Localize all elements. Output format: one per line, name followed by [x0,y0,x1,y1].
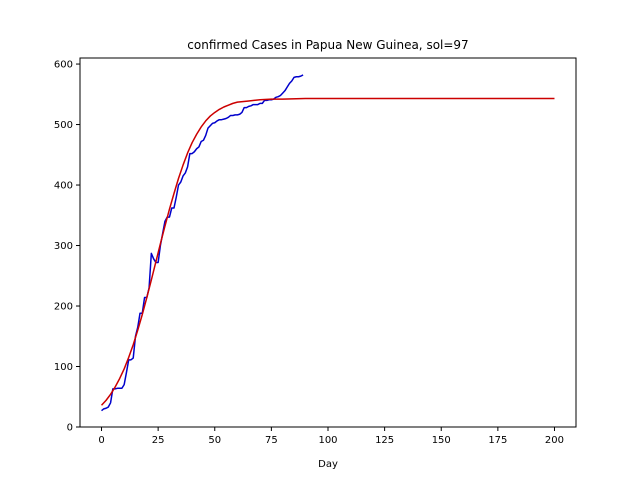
x-tick-label: 150 [432,435,451,446]
y-tick-label: 300 [54,241,73,252]
x-axis: 0 25 50 75 100 125 150 175 200 [98,427,564,446]
y-tick-label: 100 [54,362,73,373]
y-tick-label: 600 [54,60,73,71]
series-line-fit [100,97,555,406]
x-tick-label: 200 [545,435,564,446]
x-axis-label: Day [318,459,338,470]
x-tick-label: 75 [265,435,278,446]
x-tick-label: 25 [152,435,165,446]
x-tick-label: 0 [98,435,104,446]
chart-title: confirmed Cases in Papua New Guinea, sol… [187,38,468,52]
y-tick-label: 500 [54,120,73,131]
y-tick-label: 0 [67,423,73,434]
series-layer [100,74,555,412]
y-axis: 0 100 200 300 400 500 600 [54,60,80,434]
x-tick-label: 100 [318,435,337,446]
y-tick-label: 400 [54,181,73,192]
x-tick-label: 125 [375,435,394,446]
x-tick-label: 175 [488,435,507,446]
x-tick-label: 50 [208,435,221,446]
y-tick-label: 200 [54,302,73,313]
